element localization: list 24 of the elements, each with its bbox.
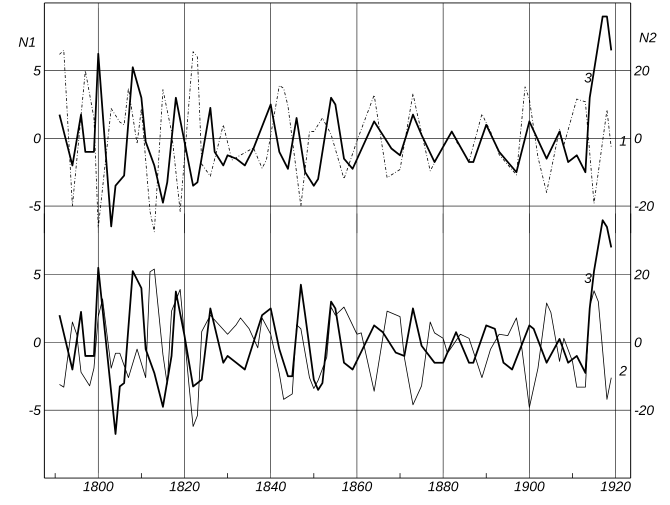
y2-axis-title: N2 [639,32,656,42]
y-axis-title: N1 [18,38,35,47]
x-tick-label: 1820 [170,482,200,492]
y-tick-label: 5 [34,66,41,76]
y-tick-label: -5 [29,201,41,212]
x-tick-label: 1900 [514,482,545,492]
y2-tick-label: 20 [634,270,650,280]
y2-tick-label: 20 [634,66,650,76]
y2-tick-label: -20 [634,201,654,212]
x-tick-label: 1840 [256,482,286,492]
y2-tick-label: 0 [634,134,642,144]
y-tick-label: 0 [34,134,41,144]
y-tick-label: 0 [34,338,41,348]
series-label: 2 [619,366,627,376]
x-tick-label: 1800 [83,482,114,492]
y-tick-label: 5 [34,270,41,280]
x-tick-label: 1880 [428,482,458,492]
y2-tick-label: -20 [634,406,654,416]
x-tick-label: 1860 [342,482,372,492]
series-label: 3 [584,72,592,83]
y-tick-label: -5 [29,406,41,416]
series-label: 3 [584,273,592,284]
y2-tick-label: 0 [634,338,642,348]
x-tick-label: 1920 [600,482,631,492]
